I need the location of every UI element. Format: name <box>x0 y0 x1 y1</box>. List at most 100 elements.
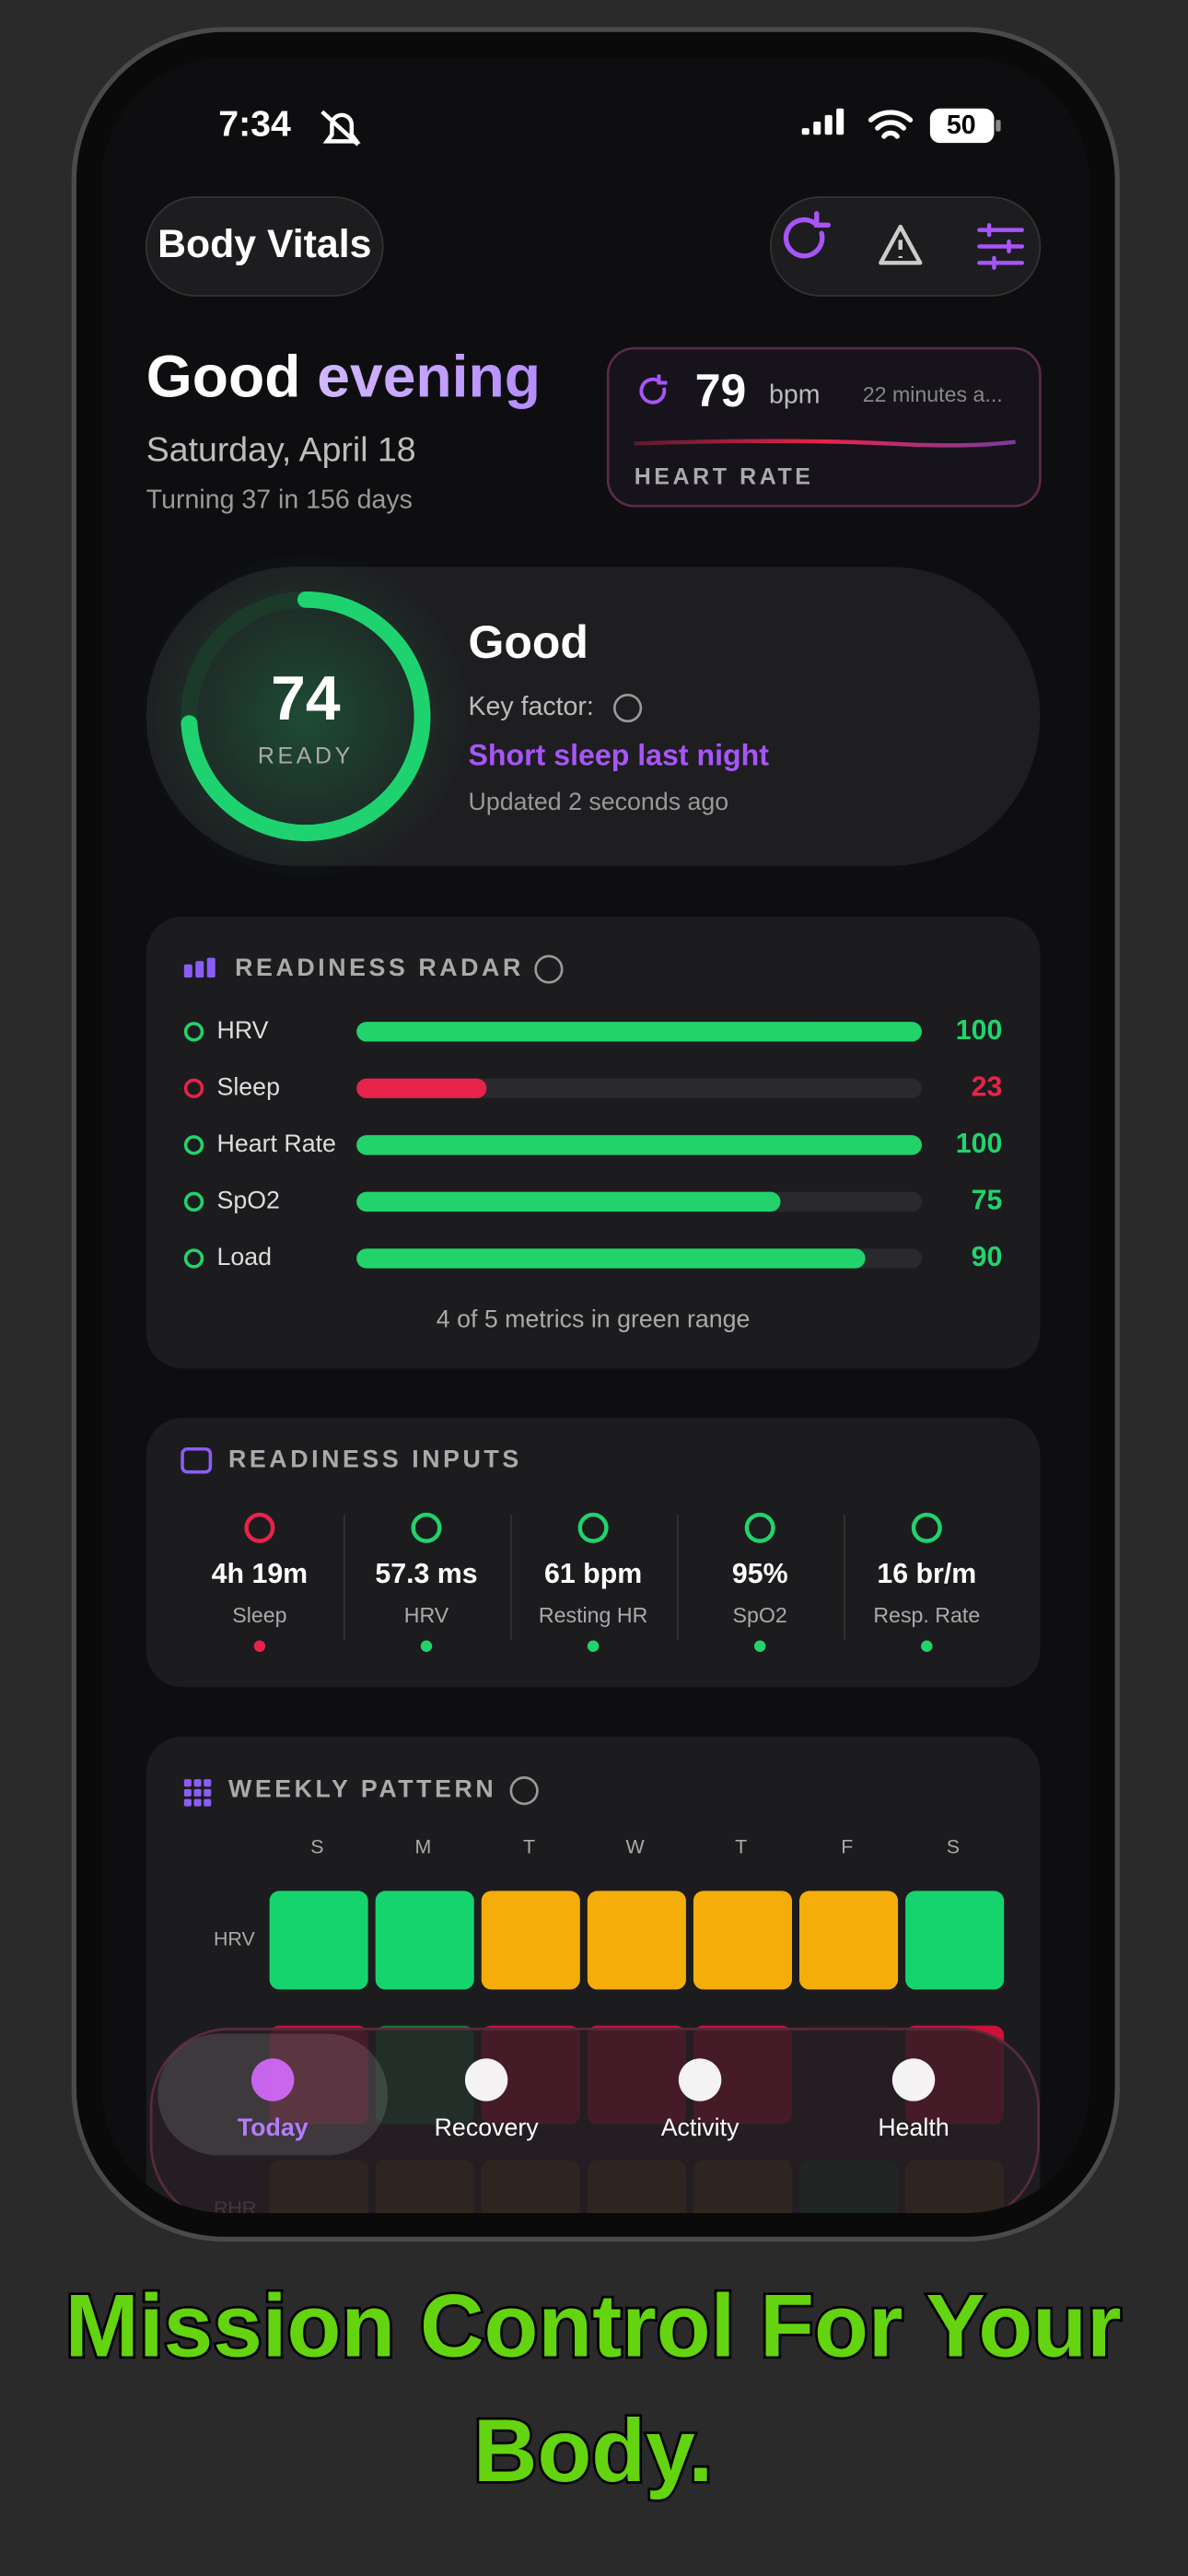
refresh-button[interactable] <box>783 211 831 259</box>
pattern-cell <box>481 1891 580 1990</box>
battery-level: 50 <box>947 111 976 140</box>
key-factor: Short sleep last night <box>469 739 770 772</box>
tab-label[interactable]: Health <box>878 2113 949 2141</box>
tab-icon[interactable] <box>891 2058 936 2102</box>
day-label: S <box>947 1836 960 1858</box>
bar-track <box>356 1078 922 1099</box>
readiness-updated: Updated 2 seconds ago <box>469 788 729 815</box>
pattern-cell <box>587 1891 686 1990</box>
marketing-caption: Mission Control For Your <box>65 2277 1122 2376</box>
radar-header-icon <box>206 957 215 978</box>
day-label: T <box>735 1836 747 1858</box>
day-label: S <box>310 1836 323 1858</box>
greeting-prefix: Good <box>146 344 301 410</box>
input-value: 61 bpm <box>544 1559 642 1589</box>
wifi-icon <box>868 110 914 139</box>
signal-bar <box>813 121 821 135</box>
hr-refresh-icon <box>639 374 668 404</box>
input-label: Resp. Rate <box>873 1603 980 1627</box>
heart-rate-card[interactable] <box>606 346 1042 508</box>
weekly-header-icon <box>204 1788 212 1797</box>
info-icon[interactable] <box>509 1776 539 1806</box>
bell-muted-icon <box>320 110 361 146</box>
tab-label[interactable]: Today <box>238 2113 309 2141</box>
greeting: Good evening <box>146 344 541 410</box>
day-label: T <box>523 1836 535 1858</box>
metric-icon <box>183 1078 204 1099</box>
readiness-score: 74 <box>271 664 341 733</box>
metric-label: SpO2 <box>217 1186 280 1213</box>
input-icon <box>411 1512 442 1543</box>
heart-rate-value: 79 <box>695 365 747 416</box>
date: Saturday, April 18 <box>146 429 416 468</box>
weekly-header-icon <box>204 1779 212 1787</box>
input-icon <box>577 1512 609 1543</box>
inputs-card <box>146 1417 1041 1688</box>
metric-label: HRV <box>217 1016 269 1044</box>
weekly-title: WEEKLY PATTERN <box>228 1775 496 1803</box>
tab-label[interactable]: Recovery <box>435 2113 540 2141</box>
weekly-header-icon <box>204 1798 212 1807</box>
radar-title: READINESS RADAR <box>235 954 524 981</box>
key-factor-label: Key factor: <box>469 692 594 721</box>
readiness-ring <box>181 591 431 841</box>
status-dot <box>420 1640 433 1652</box>
app-title-pill <box>145 196 384 297</box>
signal-bar <box>836 108 844 135</box>
weekly-header-icon <box>193 1788 202 1797</box>
battery-body <box>929 108 995 144</box>
readiness-score-label: READY <box>258 744 354 769</box>
day-label: W <box>626 1836 646 1858</box>
tab-icon[interactable] <box>678 2058 722 2102</box>
battery-tip <box>996 120 1001 132</box>
metric-bar <box>356 1078 487 1099</box>
status-dot <box>587 1640 600 1652</box>
weekly-header-icon <box>183 1798 192 1807</box>
signal-bar <box>824 114 833 135</box>
input-icon <box>911 1512 942 1543</box>
pattern-cell <box>269 1891 368 1990</box>
metric-icon <box>183 1248 204 1269</box>
metric-bar <box>356 1191 781 1212</box>
input-value: 95% <box>732 1559 788 1589</box>
inputs-title: READINESS INPUTS <box>228 1445 522 1472</box>
input-value: 4h 19m <box>212 1559 309 1589</box>
app-title: Body Vitals <box>157 222 371 266</box>
weekly-header-icon <box>193 1779 202 1787</box>
metric-icon <box>183 1191 204 1212</box>
input-label: Sleep <box>232 1603 286 1627</box>
alerts-button[interactable] <box>879 224 923 265</box>
birthday-countdown: Turning 37 in 156 days <box>146 485 413 514</box>
input-label: HRV <box>404 1603 449 1627</box>
inputs-header-icon <box>181 1446 213 1474</box>
metric-icon <box>183 1022 204 1042</box>
pattern-cell <box>693 1891 792 1990</box>
readiness-status: Good <box>469 616 588 668</box>
metric-bar <box>356 1022 922 1042</box>
input-value: 57.3 ms <box>375 1559 477 1589</box>
tab-icon[interactable] <box>250 2058 295 2102</box>
metric-label: Load <box>217 1243 273 1270</box>
radar-footer: 4 of 5 metrics in green range <box>437 1306 751 1333</box>
metric-value: 100 <box>956 1015 1003 1046</box>
tab-label[interactable]: Activity <box>661 2113 740 2141</box>
metric-bar <box>356 1135 922 1155</box>
tab-icon[interactable] <box>464 2058 508 2102</box>
settings-button[interactable] <box>977 223 1025 270</box>
radar-header-icon <box>183 964 192 978</box>
input-icon <box>744 1512 775 1543</box>
marketing-caption: Body. <box>473 2402 713 2500</box>
metric-value: 100 <box>956 1129 1003 1159</box>
radar-header-icon <box>195 961 204 978</box>
metric-label: Heart Rate <box>217 1130 336 1157</box>
pattern-cell <box>799 1891 899 1990</box>
input-value: 16 br/m <box>877 1559 976 1589</box>
info-icon[interactable] <box>612 693 643 723</box>
input-label: Resting HR <box>539 1603 648 1627</box>
status-dot <box>921 1640 933 1652</box>
info-icon[interactable] <box>534 954 564 984</box>
metric-value: 75 <box>972 1185 1003 1215</box>
weekly-header-icon <box>193 1798 202 1807</box>
